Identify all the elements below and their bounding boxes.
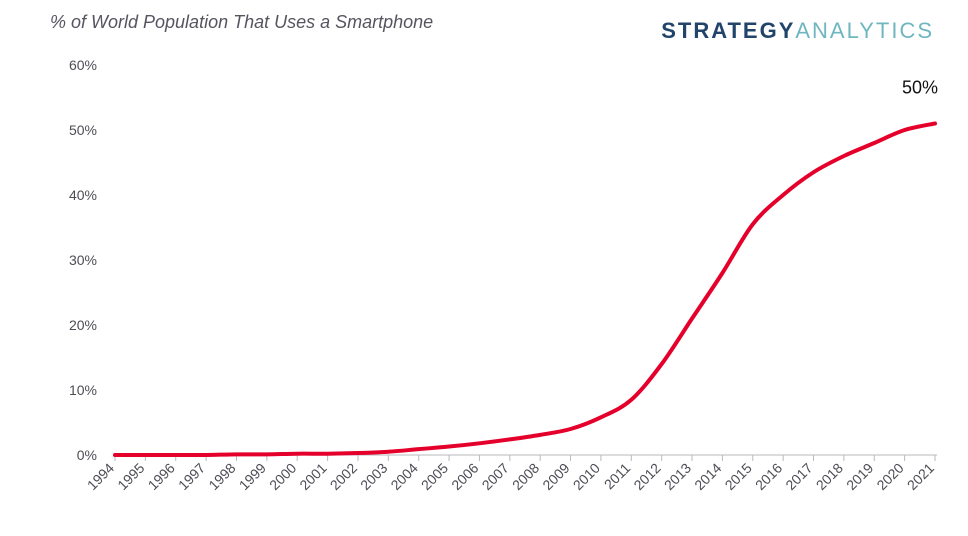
x-tick-label: 2005 — [418, 460, 451, 493]
series-line — [115, 124, 935, 456]
x-tick-label: 1997 — [175, 460, 208, 493]
y-tick-label: 20% — [69, 317, 97, 333]
x-tick-label: 2020 — [873, 460, 906, 493]
chart-container: % of World Population That Uses a Smartp… — [0, 0, 968, 536]
x-tick-label: 2014 — [691, 460, 724, 493]
x-tick-label: 2011 — [601, 460, 634, 493]
y-tick-label: 60% — [69, 57, 97, 73]
x-tick-label: 1995 — [114, 460, 147, 493]
x-tick-label: 2008 — [509, 460, 542, 493]
x-tick-label: 2001 — [296, 460, 329, 493]
y-tick-label: 40% — [69, 187, 97, 203]
end-data-label: 50% — [902, 78, 938, 98]
x-tick-label: 2006 — [448, 460, 481, 493]
y-tick-label: 50% — [69, 122, 97, 138]
x-tick-label: 2004 — [387, 460, 420, 493]
y-tick-label: 30% — [69, 252, 97, 268]
x-tick-label: 2015 — [722, 460, 755, 493]
x-tick-label: 2007 — [479, 460, 512, 493]
y-tick-label: 0% — [77, 447, 97, 463]
x-tick-label: 2019 — [843, 460, 876, 493]
x-tick-label: 2010 — [570, 460, 603, 493]
x-axis: 1994199519961997199819992000200120022003… — [84, 455, 937, 493]
x-tick-label: 2017 — [782, 460, 815, 493]
x-tick-label: 2012 — [630, 460, 663, 493]
x-tick-label: 2016 — [752, 460, 785, 493]
x-tick-label: 2003 — [357, 460, 390, 493]
x-tick-label: 2021 — [904, 460, 937, 493]
x-tick-label: 1999 — [236, 460, 269, 493]
x-tick-label: 1998 — [205, 460, 238, 493]
x-tick-label: 2000 — [266, 460, 299, 493]
x-tick-label: 1996 — [145, 460, 178, 493]
x-tick-label: 2018 — [813, 460, 846, 493]
line-chart: 0%10%20%30%40%50%60% 1994199519961997199… — [0, 0, 968, 536]
x-tick-label: 2009 — [539, 460, 572, 493]
x-tick-label: 2013 — [661, 460, 694, 493]
y-tick-label: 10% — [69, 382, 97, 398]
y-axis: 0% 10% 20% 30% 40% 50% 60% — [69, 57, 97, 463]
x-tick-label: 1994 — [84, 460, 117, 493]
x-tick-label: 2002 — [327, 460, 360, 493]
